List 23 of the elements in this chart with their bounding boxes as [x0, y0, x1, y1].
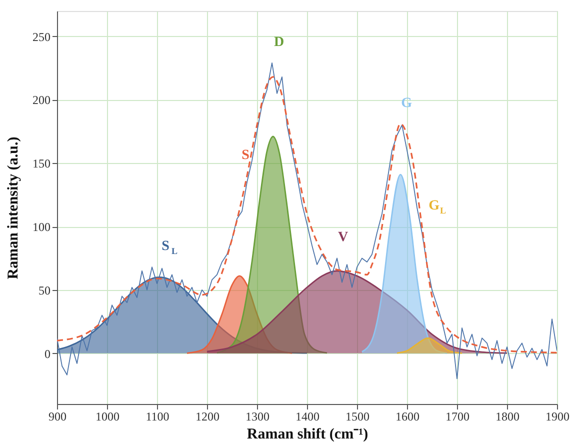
y-tick-label: 100	[32, 220, 50, 234]
x-tick-label: 1800	[496, 410, 520, 424]
text: S	[242, 148, 250, 163]
x-tick-label: 1500	[346, 410, 370, 424]
x-tick-label: 1900	[546, 410, 570, 424]
x-tick-label: 1700	[446, 410, 470, 424]
x-tick-label: 1600	[396, 410, 420, 424]
y-tick-label: 150	[32, 156, 50, 171]
y-axis-title: Raman intensity (a.u.)	[6, 136, 22, 280]
text: G	[401, 96, 412, 111]
x-tick-label: 1000	[96, 410, 120, 424]
x-tick-label: 1400	[296, 410, 320, 424]
text: D	[274, 34, 284, 50]
x-tick-label: 900	[48, 410, 66, 424]
x-axis-title: Raman shift (cm⁻¹)	[246, 426, 368, 442]
series-label: V	[338, 230, 348, 246]
y-tick-label: 0	[44, 346, 50, 361]
x-tick-label: 1300	[246, 410, 270, 424]
y-tick-label: 200	[32, 93, 50, 108]
x-tick-label: 1100	[146, 410, 170, 424]
y-tick-label: 50	[38, 283, 50, 298]
x-tick-label: 1200	[196, 410, 220, 424]
y-tick-label: 250	[32, 30, 50, 44]
